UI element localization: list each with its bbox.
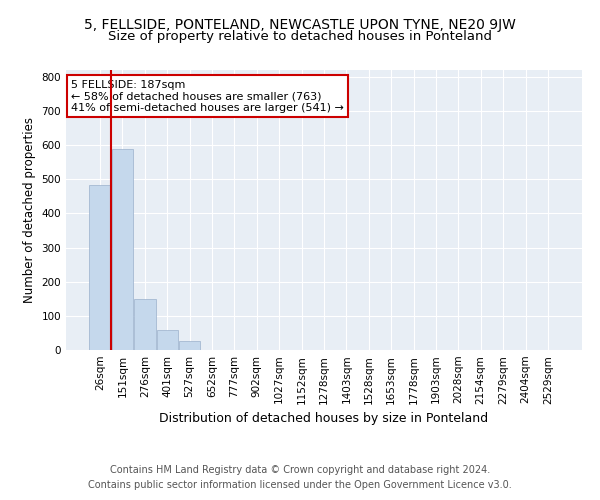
- Text: Size of property relative to detached houses in Ponteland: Size of property relative to detached ho…: [108, 30, 492, 43]
- Bar: [134, 299, 155, 350]
- Bar: [179, 342, 200, 350]
- Text: Contains HM Land Registry data © Crown copyright and database right 2024.
Contai: Contains HM Land Registry data © Crown c…: [88, 465, 512, 490]
- Text: 5, FELLSIDE, PONTELAND, NEWCASTLE UPON TYNE, NE20 9JW: 5, FELLSIDE, PONTELAND, NEWCASTLE UPON T…: [84, 18, 516, 32]
- Bar: [112, 148, 133, 350]
- Text: 5 FELLSIDE: 187sqm
← 58% of detached houses are smaller (763)
41% of semi-detach: 5 FELLSIDE: 187sqm ← 58% of detached hou…: [71, 80, 344, 113]
- Bar: [89, 184, 111, 350]
- Bar: [157, 330, 178, 350]
- X-axis label: Distribution of detached houses by size in Ponteland: Distribution of detached houses by size …: [160, 412, 488, 425]
- Y-axis label: Number of detached properties: Number of detached properties: [23, 117, 36, 303]
